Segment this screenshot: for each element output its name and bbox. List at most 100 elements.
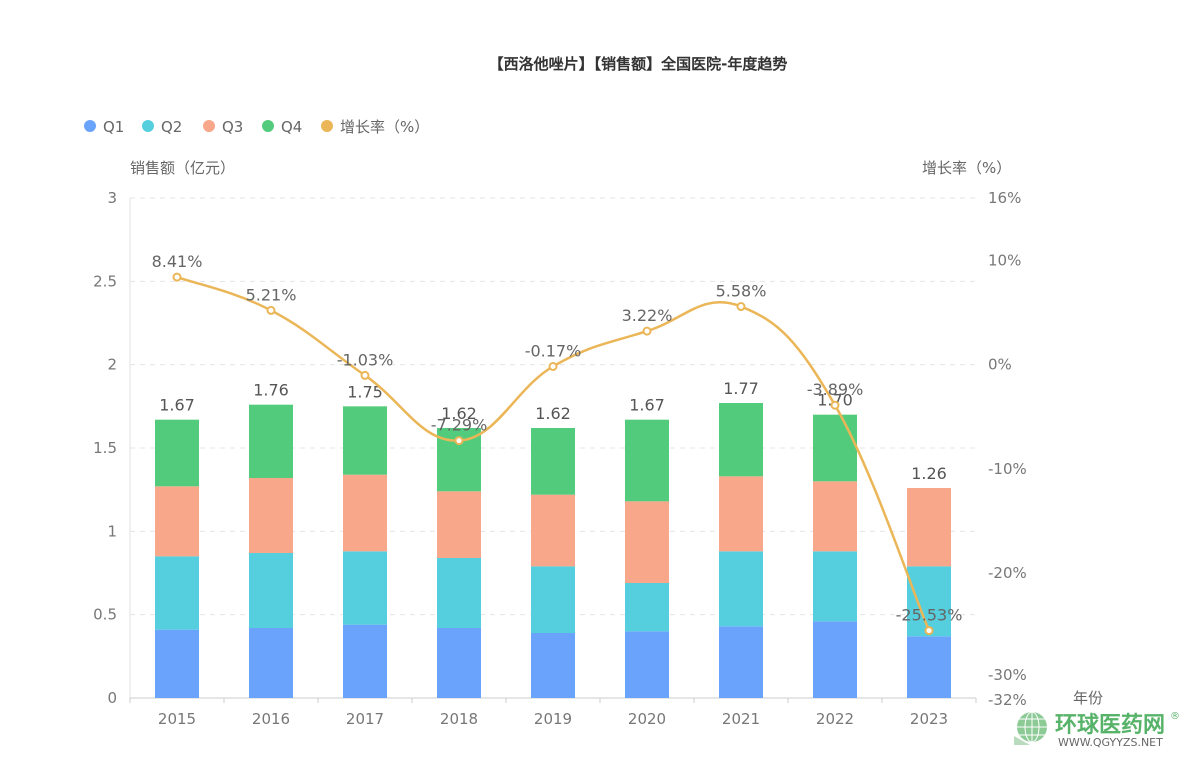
x-tick-label: 2018	[440, 710, 478, 728]
growth-point-2022	[830, 400, 840, 410]
total-label: 1.77	[723, 379, 759, 398]
total-label: 1.70	[817, 391, 853, 410]
bar-q3-2019	[531, 494, 575, 567]
watermark-registered: ®	[1170, 711, 1180, 722]
total-label: 1.75	[347, 382, 383, 401]
growth-label: -0.17%	[525, 341, 582, 360]
growth-label: 5.21%	[246, 285, 297, 304]
bar-q3-2022	[813, 481, 857, 552]
bar-q2-2017	[343, 551, 387, 625]
growth-point-2017	[360, 370, 370, 380]
legend-marker-0	[84, 120, 96, 132]
x-tick-label: 2016	[252, 710, 290, 728]
total-label: 1.62	[535, 404, 571, 423]
growth-label: -1.03%	[337, 350, 394, 369]
legend-label-3: Q4	[281, 118, 302, 136]
bar-q2-2015	[155, 556, 199, 630]
bar-q3-2021	[719, 476, 763, 552]
x-tick-label: 2015	[158, 710, 196, 728]
y2-tick-label: 0%	[988, 356, 1012, 374]
bar-q1-2018	[437, 628, 481, 698]
x-tick-label: 2019	[534, 710, 572, 728]
legend-marker-4	[321, 120, 333, 132]
y-tick-label: 3	[107, 189, 117, 207]
growth-labels: 8.41% 5.21% -1.03% -7.29% -0.17% 3.22% 5.58% -3…	[152, 252, 963, 625]
watermark-url: WWW.QGYYZS.NET	[1058, 736, 1163, 749]
y-axis-ticks: 0 0.5 1 1.5 2 2.5 3	[93, 189, 117, 707]
growth-point-2021	[736, 302, 746, 312]
watermark-name: 环球医药网	[1055, 713, 1165, 738]
growth-point-2015	[172, 272, 182, 282]
y2-tick-label: 10%	[988, 252, 1021, 270]
total-label: 1.67	[629, 396, 665, 415]
x-tick-label: 2017	[346, 710, 384, 728]
bar-q3-2016	[249, 478, 293, 553]
bar-q4-2017	[343, 406, 387, 475]
globe-icon	[1014, 711, 1047, 745]
bar-q2-2021	[719, 551, 763, 627]
legend-marker-1	[142, 120, 154, 132]
bar-q1-2017	[343, 624, 387, 698]
x-tick-label: 2022	[816, 710, 854, 728]
bar-q2-2020	[625, 583, 669, 632]
bar-q4-2015	[155, 419, 199, 487]
bar-q3-2015	[155, 486, 199, 557]
growth-point-2019	[548, 361, 558, 371]
bar-q3-2018	[437, 491, 481, 558]
x-tick-label: 2020	[628, 710, 666, 728]
bar-q1-2015	[155, 629, 199, 698]
bar-q4-2020	[625, 419, 669, 502]
y2-tick-label: 16%	[988, 189, 1021, 207]
bar-q1-2021	[719, 626, 763, 698]
growth-label: 3.22%	[622, 306, 673, 325]
growth-label: 5.58%	[716, 282, 767, 301]
x-tick-label: 2021	[722, 710, 760, 728]
bar-q4-2021	[719, 403, 763, 477]
bar-q1-2022	[813, 621, 857, 698]
growth-point-2020	[642, 326, 652, 336]
legend-marker-3	[262, 120, 274, 132]
bar-q1-2023	[907, 636, 951, 698]
bars	[155, 403, 951, 698]
y2-tick-label: -10%	[988, 460, 1027, 478]
growth-label: -3.89%	[807, 380, 864, 399]
legend-marker-2	[203, 120, 215, 132]
bar-q4-2019	[531, 428, 575, 495]
legend-label-1: Q2	[161, 118, 182, 136]
bar-q2-2022	[813, 551, 857, 622]
growth-point-2016	[266, 305, 276, 315]
growth-point-2018	[454, 436, 464, 446]
y-tick-label: 0.5	[93, 606, 117, 624]
bar-q2-2019	[531, 566, 575, 633]
growth-line	[172, 272, 934, 636]
bar-q2-2023	[907, 566, 951, 637]
chart-title: 【西洛他唑片】【销售额】全国医院-年度趋势	[489, 55, 788, 73]
y-tick-label: 0	[107, 689, 117, 707]
bar-q2-2018	[437, 558, 481, 628]
growth-label: -7.29%	[431, 416, 488, 435]
growth-label: 8.41%	[152, 252, 203, 271]
bar-q4-2016	[249, 404, 293, 478]
y-tick-label: 2	[107, 356, 117, 374]
y2-tick-label: -30%	[988, 666, 1027, 684]
y2-axis-title: 增长率（%）	[922, 159, 1011, 177]
x-tick-label: 2023	[910, 710, 948, 728]
total-labels: 1.67 1.76 1.75 1.62 1.62 1.67 1.77 1.70 1.26	[159, 379, 947, 483]
bar-q1-2019	[531, 633, 575, 698]
bar-q3-2023	[907, 488, 951, 567]
total-label: 1.62	[441, 404, 477, 423]
total-label: 1.26	[911, 464, 947, 483]
legend: Q1 Q2 Q3 Q4 增长率（%）	[84, 118, 429, 136]
bar-q3-2020	[625, 501, 669, 583]
y-axis-title: 销售额（亿元）	[130, 159, 235, 177]
total-label: 1.67	[159, 396, 195, 415]
y-tick-label: 1	[107, 522, 117, 540]
y-tick-label: 1.5	[93, 439, 117, 457]
y-tick-label: 2.5	[93, 272, 117, 290]
watermark: 环球医药网 ® WWW.QGYYZS.NET	[1014, 711, 1180, 749]
growth-label: -25.53%	[896, 606, 963, 625]
y2-tick-label: -32%	[988, 691, 1027, 709]
x-axis-title: 年份	[1073, 689, 1103, 707]
legend-label-0: Q1	[103, 118, 124, 136]
